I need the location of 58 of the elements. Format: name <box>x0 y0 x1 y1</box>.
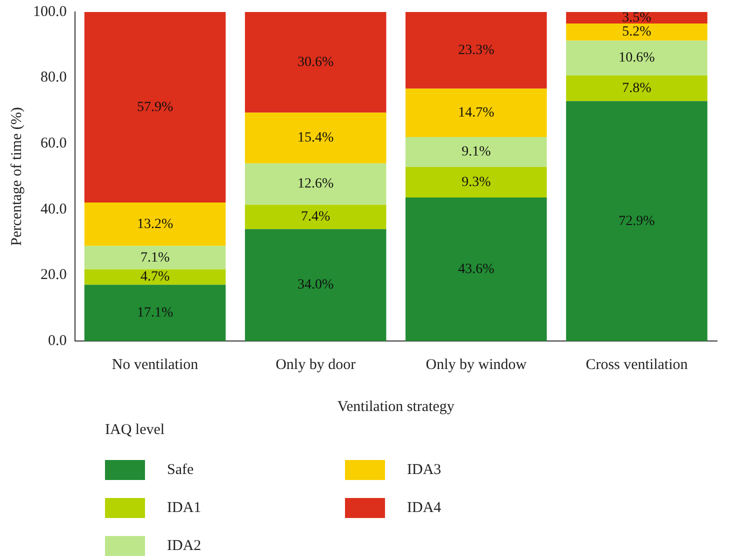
data-label: 57.9% <box>136 100 174 115</box>
data-label: 13.2% <box>136 216 174 232</box>
bar <box>566 24 708 41</box>
legend-label: IDA1 <box>167 500 202 516</box>
legend-title: IAQ level <box>105 422 166 439</box>
bar <box>406 137 547 167</box>
data-label: 23.3% <box>458 43 495 58</box>
bar <box>566 75 708 102</box>
legend-label: IDA3 <box>407 462 442 478</box>
y-tick-label: 60.0 <box>40 136 67 152</box>
legend-label: Safe <box>167 462 194 478</box>
data-label: 4.7% <box>140 270 170 285</box>
legend-label: IDA4 <box>407 500 442 516</box>
y-tick-label: 100.0 <box>33 4 67 20</box>
data-label: 15.4% <box>298 130 334 146</box>
data-label: 7.1% <box>140 250 170 266</box>
data-label: 10.6% <box>618 50 656 66</box>
data-label: 7.4% <box>301 210 331 225</box>
legend-label: IDA2 <box>167 538 202 554</box>
data-label: 7.8% <box>622 81 652 96</box>
data-label: 12.6% <box>298 176 334 192</box>
data-label: 9.3% <box>462 174 492 190</box>
x-tick-label: Cross ventilation <box>586 356 688 373</box>
bar <box>566 101 708 341</box>
data-label: 9.1% <box>462 144 492 160</box>
x-axis-title: Ventilation strategy <box>337 398 455 415</box>
data-label: 72.9% <box>618 214 656 229</box>
bar <box>244 12 386 113</box>
x-tick-label: Only by window <box>426 356 527 373</box>
y-tick-label: 80.0 <box>40 70 67 86</box>
bar <box>84 202 226 246</box>
data-label: 34.0% <box>298 278 334 293</box>
bar <box>406 88 547 138</box>
data-label: 43.6% <box>458 262 495 277</box>
bar <box>406 198 547 341</box>
bar <box>244 163 386 205</box>
bar <box>566 12 708 24</box>
bar <box>244 112 386 164</box>
bar <box>84 246 226 270</box>
bar <box>84 12 226 202</box>
bar <box>244 204 386 230</box>
bar <box>406 166 547 198</box>
bar <box>84 269 226 285</box>
x-tick-label: No ventilation <box>112 356 199 373</box>
data-label: 14.7% <box>458 106 495 121</box>
bar <box>84 284 226 341</box>
y-tick-label: 40.0 <box>40 201 67 218</box>
data-label: 17.1% <box>136 306 174 321</box>
data-label: 30.6% <box>298 55 334 70</box>
x-tick-label: Only by door <box>276 356 356 373</box>
data-label: 3.5% <box>622 10 652 26</box>
data-label: 5.2% <box>622 24 652 40</box>
y-axis-title: Percentage of time (%) <box>8 107 25 246</box>
bar <box>406 12 547 89</box>
y-tick-label: 20.0 <box>40 267 67 284</box>
bar <box>244 229 386 341</box>
bar <box>566 40 708 76</box>
y-tick-label: 0.0 <box>48 332 67 349</box>
